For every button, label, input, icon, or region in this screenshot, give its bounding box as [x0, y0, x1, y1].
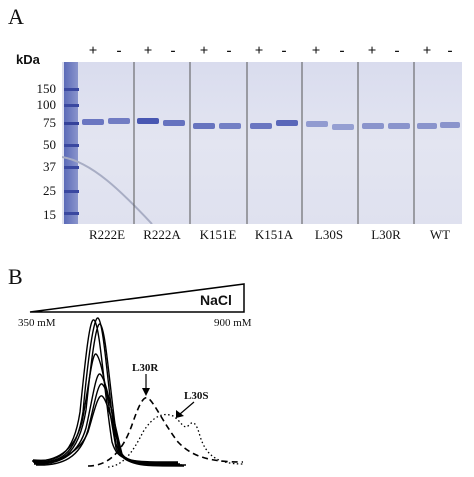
- ladder-band: [64, 212, 79, 215]
- nacl-gradient-wedge: [29, 283, 245, 313]
- elution-trace-solid: [32, 319, 179, 463]
- annotation-l30r: L30R: [132, 362, 159, 374]
- mw-marker-label: 25: [43, 183, 56, 198]
- l30r-arrowhead: [142, 388, 150, 396]
- protein-band: [82, 119, 104, 125]
- lane-label: R222E: [88, 227, 126, 242]
- protein-band: [219, 123, 241, 129]
- protein-band: [250, 123, 272, 129]
- gel-scratch: [62, 156, 153, 224]
- elution-trace-solid: [33, 373, 183, 466]
- lane-sign: -: [339, 43, 345, 59]
- ladder-band: [64, 190, 79, 193]
- ladder-lane: [64, 62, 78, 224]
- elution-trace-l30s: [107, 413, 244, 468]
- protein-band: [276, 120, 298, 126]
- lane-label: K151E: [199, 227, 237, 242]
- kda-label: kDa: [16, 52, 40, 67]
- ladder-band: [64, 122, 79, 125]
- ladder-band: [64, 88, 79, 91]
- l30s-arrowhead: [176, 410, 184, 418]
- lane-sign: -: [170, 43, 176, 59]
- lane-label: L30R: [371, 227, 401, 242]
- lane-sign: +: [311, 43, 321, 59]
- lane-sign: -: [281, 43, 287, 59]
- protein-band: [332, 124, 354, 130]
- elution-trace-l30r: [87, 396, 244, 467]
- lane-label: K151A: [254, 227, 294, 242]
- protein-band: [388, 123, 410, 129]
- lane-sign: +: [88, 43, 98, 59]
- conc-start-label: 350 mM: [18, 317, 56, 329]
- lane-sign: +: [199, 43, 209, 59]
- ladder-band: [64, 104, 79, 107]
- lane-sign: +: [143, 43, 153, 59]
- lane-sign: -: [226, 43, 232, 59]
- annotation-l30s: L30S: [184, 390, 209, 402]
- lane-sign: +: [422, 43, 432, 59]
- ladder-band: [64, 166, 79, 169]
- protein-band: [362, 123, 384, 129]
- conc-end-label: 900 mM: [214, 317, 252, 329]
- lane-sign: +: [254, 43, 264, 59]
- sds-page-gel: [62, 62, 462, 224]
- lane-label: L30S: [314, 227, 344, 242]
- mw-marker-label: 150: [36, 81, 57, 96]
- mw-marker-label: 37: [43, 159, 56, 174]
- lane-label: WT: [429, 227, 451, 242]
- gradient-triangle: [29, 283, 245, 313]
- elution-trace-solid: [33, 395, 187, 466]
- mw-marker-label: 100: [36, 97, 57, 112]
- lane-sign: -: [394, 43, 400, 59]
- lane-sign: -: [447, 43, 453, 59]
- protein-band: [163, 120, 185, 126]
- mw-marker-label: 50: [43, 137, 56, 152]
- lane-sign: +: [367, 43, 377, 59]
- panel-a-letter: A: [8, 4, 24, 29]
- elution-profile-plot: [31, 317, 244, 468]
- nacl-label: NaCl: [200, 292, 232, 308]
- protein-band: [137, 118, 159, 124]
- l30s-arrow: [179, 401, 195, 415]
- lane-sign: -: [116, 43, 122, 59]
- protein-band: [306, 121, 328, 127]
- mw-marker-label: 15: [43, 207, 56, 222]
- gel-background: [62, 62, 462, 224]
- protein-band: [108, 118, 130, 124]
- protein-band: [440, 122, 460, 128]
- ladder-band: [64, 144, 79, 147]
- protein-band: [193, 123, 215, 129]
- mw-marker-label: 75: [43, 115, 56, 130]
- protein-band: [417, 123, 437, 129]
- lane-label: R222A: [143, 227, 181, 242]
- panel-b-letter: B: [8, 264, 23, 289]
